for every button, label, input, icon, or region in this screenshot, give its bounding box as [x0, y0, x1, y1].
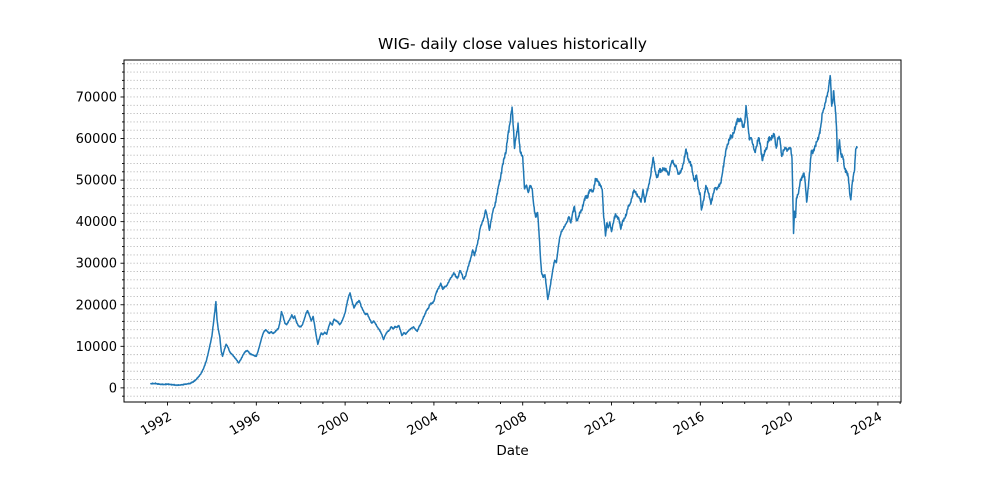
- x-tick-label: 1992: [138, 409, 174, 439]
- x-tick-label: 1996: [227, 409, 263, 439]
- y-tick-label: 60000: [76, 132, 117, 147]
- x-tick-label: 2004: [405, 409, 441, 439]
- y-tick-label: 20000: [76, 298, 117, 313]
- y-tick-label: 30000: [76, 257, 117, 272]
- y-tick-label: 40000: [76, 215, 117, 230]
- wig-close-line: [150, 74, 858, 387]
- chart-title: WIG- daily close values historically: [378, 35, 647, 53]
- x-tick-label: 2000: [316, 409, 352, 439]
- x-tick-label: 2024: [849, 409, 885, 439]
- y-tick-label: 0: [109, 381, 117, 396]
- plot-border: [123, 59, 902, 403]
- y-tick-label: 50000: [76, 174, 117, 189]
- x-tick-label: 2008: [494, 409, 530, 439]
- y-tick-label: 10000: [76, 340, 117, 355]
- y-tick-label: 70000: [76, 90, 117, 105]
- x-tick-label: 2016: [671, 409, 707, 439]
- x-tick-label: 2020: [760, 409, 796, 439]
- x-tick-label: 2012: [582, 409, 618, 439]
- x-axis-label: Date: [496, 443, 529, 459]
